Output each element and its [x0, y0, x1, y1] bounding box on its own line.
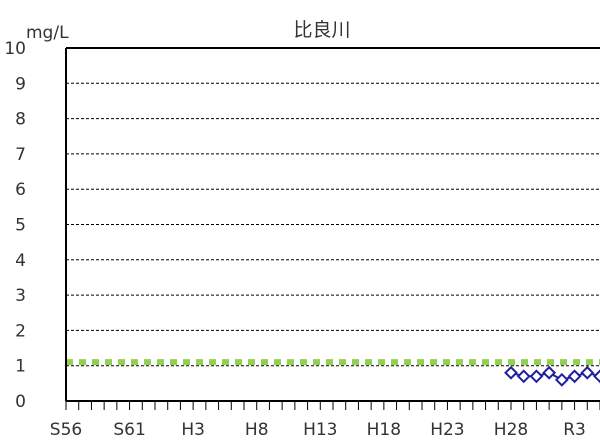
y-tick-label: 1: [15, 357, 26, 377]
y-tick-label: 8: [15, 110, 26, 130]
y-tick-label: 0: [15, 392, 26, 412]
x-tick-label: H18: [367, 420, 401, 440]
x-tick-label: H13: [303, 420, 337, 440]
data-point: [542, 365, 557, 380]
series-layer: [66, 359, 600, 387]
x-tick-label: H28: [494, 420, 528, 440]
y-axis-label: mg/L: [26, 23, 69, 43]
x-tick-label: H23: [430, 420, 464, 440]
data-point: [554, 372, 569, 387]
data-point: [567, 369, 582, 384]
y-tick-label: 6: [15, 180, 26, 200]
data-point: [504, 365, 518, 380]
x-tick-label: H3: [181, 420, 205, 440]
y-tick-label: 2: [15, 321, 26, 341]
x-tick-label: S56: [50, 420, 82, 440]
data-point: [516, 369, 531, 384]
y-tick-label: 9: [15, 74, 26, 94]
data-point: [580, 365, 595, 380]
x-tick-label: S61: [113, 420, 145, 440]
y-tick-label: 3: [15, 286, 26, 306]
y-tick-label: 10: [4, 39, 26, 59]
x-axis: S56 S61 H3 H8 H13 H18 H23 H28 R3: [50, 401, 600, 440]
y-tick-label: 4: [15, 251, 26, 271]
data-point: [529, 369, 544, 384]
plot-frame: [65, 47, 600, 402]
chart-title: 比良川: [293, 19, 350, 41]
gridlines: [66, 82, 600, 367]
x-tick-label: H8: [245, 420, 269, 440]
data-series: [504, 365, 600, 387]
y-tick-label: 7: [15, 145, 26, 165]
y-tick-labels: 0 1 2 3 4 5 6 7 8 9 10: [4, 39, 26, 412]
y-tick-label: 5: [15, 216, 26, 236]
x-tick-label: R3: [563, 420, 586, 440]
data-point: [593, 369, 600, 384]
